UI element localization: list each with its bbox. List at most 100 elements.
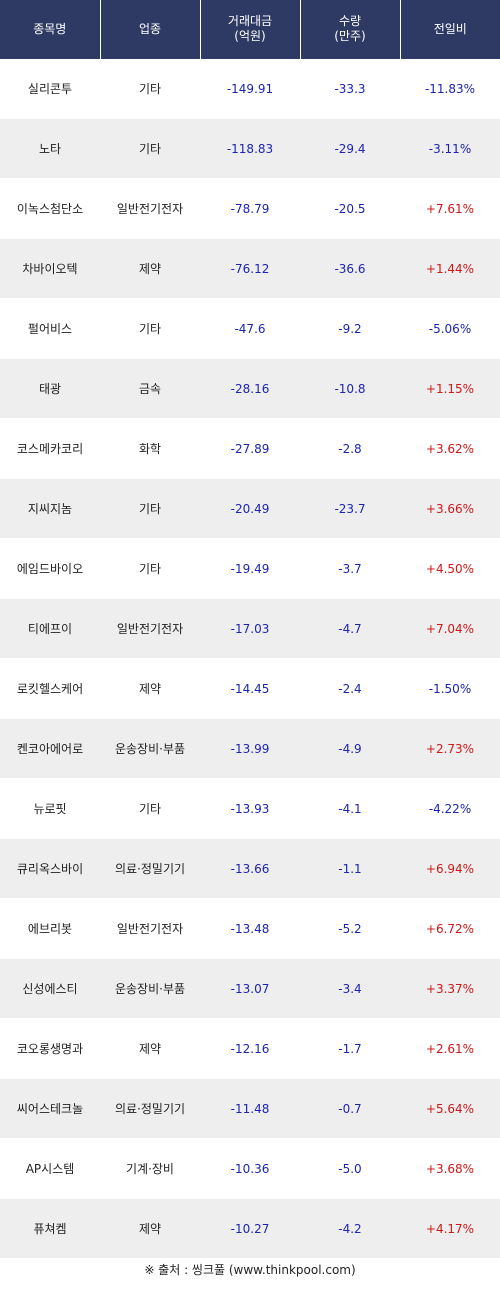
cell-change: +3.62% [400,418,500,479]
stock-table: 종목명 업종 거래대금 (억원) 수량 (만주) 전일비 실리콘투 기타 -149.91… [0,0,500,1259]
table-row: 티에프이 일반전기전자 -17.03 -4.7 +7.04% [0,598,500,659]
cell-stock-name: 이녹스첨단소 [0,178,100,239]
cell-volume: -5.0 [300,1138,400,1199]
table-row: 코스메카코리 화학 -27.89 -2.8 +3.62% [0,418,500,479]
cell-sector: 기타 [100,298,200,359]
cell-volume: -0.7 [300,1078,400,1139]
cell-sector: 금속 [100,358,200,419]
cell-volume: -29.4 [300,118,400,179]
cell-sector: 제약 [100,238,200,299]
cell-change: +7.04% [400,598,500,659]
cell-volume: -2.4 [300,658,400,719]
cell-amount: -13.07 [200,958,300,1019]
cell-stock-name: 코스메카코리 [0,418,100,479]
table-row: 에임드바이오 기타 -19.49 -3.7 +4.50% [0,538,500,599]
cell-sector: 기타 [100,478,200,539]
cell-volume: -36.6 [300,238,400,299]
cell-stock-name: 차바이오텍 [0,238,100,299]
cell-stock-name: 코오롱생명과 [0,1018,100,1079]
cell-change: -4.22% [400,778,500,839]
cell-amount: -10.27 [200,1198,300,1259]
cell-sector: 일반전기전자 [100,178,200,239]
cell-volume: -3.7 [300,538,400,599]
cell-change: +6.72% [400,898,500,959]
cell-amount: -13.93 [200,778,300,839]
cell-amount: -76.12 [200,238,300,299]
cell-stock-name: 에브리봇 [0,898,100,959]
cell-amount: -149.91 [200,58,300,119]
cell-change: +2.73% [400,718,500,779]
cell-sector: 기계·장비 [100,1138,200,1199]
cell-volume: -1.7 [300,1018,400,1079]
header-change: 전일비 [400,0,500,59]
table-row: 큐리옥스바이 의료·정밀기기 -13.66 -1.1 +6.94% [0,838,500,899]
cell-stock-name: 퓨쳐켐 [0,1198,100,1259]
table-row: AP시스템 기계·장비 -10.36 -5.0 +3.68% [0,1138,500,1199]
cell-sector: 기타 [100,58,200,119]
cell-change: +1.15% [400,358,500,419]
table-row: 로킷헬스케어 제약 -14.45 -2.4 -1.50% [0,658,500,719]
table-row: 뉴로핏 기타 -13.93 -4.1 -4.22% [0,778,500,839]
cell-change: +4.50% [400,538,500,599]
cell-amount: -13.66 [200,838,300,899]
header-volume: 수량 (만주) [300,0,401,59]
cell-amount: -13.99 [200,718,300,779]
cell-change: +1.44% [400,238,500,299]
cell-volume: -9.2 [300,298,400,359]
cell-sector: 화학 [100,418,200,479]
cell-stock-name: 실리콘투 [0,58,100,119]
cell-sector: 일반전기전자 [100,898,200,959]
cell-volume: -4.9 [300,718,400,779]
cell-change: +5.64% [400,1078,500,1139]
table-row: 실리콘투 기타 -149.91 -33.3 -11.83% [0,58,500,119]
cell-volume: -5.2 [300,898,400,959]
cell-amount: -11.48 [200,1078,300,1139]
cell-stock-name: 켄코아에어로 [0,718,100,779]
table-row: 에브리봇 일반전기전자 -13.48 -5.2 +6.72% [0,898,500,959]
cell-volume: -33.3 [300,58,400,119]
cell-stock-name: 티에프이 [0,598,100,659]
cell-volume: -4.7 [300,598,400,659]
cell-sector: 일반전기전자 [100,598,200,659]
cell-amount: -118.83 [200,118,300,179]
cell-volume: -10.8 [300,358,400,419]
table-row: 퓨쳐켐 제약 -10.27 -4.2 +4.17% [0,1198,500,1259]
table-row: 코오롱생명과 제약 -12.16 -1.7 +2.61% [0,1018,500,1079]
cell-amount: -20.49 [200,478,300,539]
cell-volume: -4.2 [300,1198,400,1259]
cell-change: +4.17% [400,1198,500,1259]
cell-change: -5.06% [400,298,500,359]
table-row: 태광 금속 -28.16 -10.8 +1.15% [0,358,500,419]
cell-amount: -10.36 [200,1138,300,1199]
cell-stock-name: 펄어비스 [0,298,100,359]
table-row: 노타 기타 -118.83 -29.4 -3.11% [0,118,500,179]
cell-sector: 제약 [100,658,200,719]
cell-amount: -28.16 [200,358,300,419]
header-sector: 업종 [100,0,201,59]
cell-change: +3.68% [400,1138,500,1199]
cell-volume: -20.5 [300,178,400,239]
source-footer: ※ 출처 : 씽크풀 (www.thinkpool.com) [144,1263,356,1277]
cell-stock-name: 노타 [0,118,100,179]
cell-change: -3.11% [400,118,500,179]
cell-amount: -14.45 [200,658,300,719]
cell-change: +2.61% [400,1018,500,1079]
cell-volume: -23.7 [300,478,400,539]
cell-stock-name: 뉴로핏 [0,778,100,839]
cell-sector: 기타 [100,118,200,179]
cell-amount: -17.03 [200,598,300,659]
cell-stock-name: 씨어스테크놀 [0,1078,100,1139]
cell-amount: -13.48 [200,898,300,959]
cell-change: +3.66% [400,478,500,539]
cell-sector: 제약 [100,1018,200,1079]
cell-change: +3.37% [400,958,500,1019]
cell-volume: -2.8 [300,418,400,479]
table-row: 씨어스테크놀 의료·정밀기기 -11.48 -0.7 +5.64% [0,1078,500,1139]
cell-stock-name: 지씨지놈 [0,478,100,539]
header-amount: 거래대금 (억원) [200,0,301,59]
cell-sector: 기타 [100,538,200,599]
cell-stock-name: 큐리옥스바이 [0,838,100,899]
cell-stock-name: AP시스템 [0,1138,100,1199]
table-header: 종목명 업종 거래대금 (억원) 수량 (만주) 전일비 [0,0,500,59]
cell-sector: 의료·정밀기기 [100,1078,200,1139]
